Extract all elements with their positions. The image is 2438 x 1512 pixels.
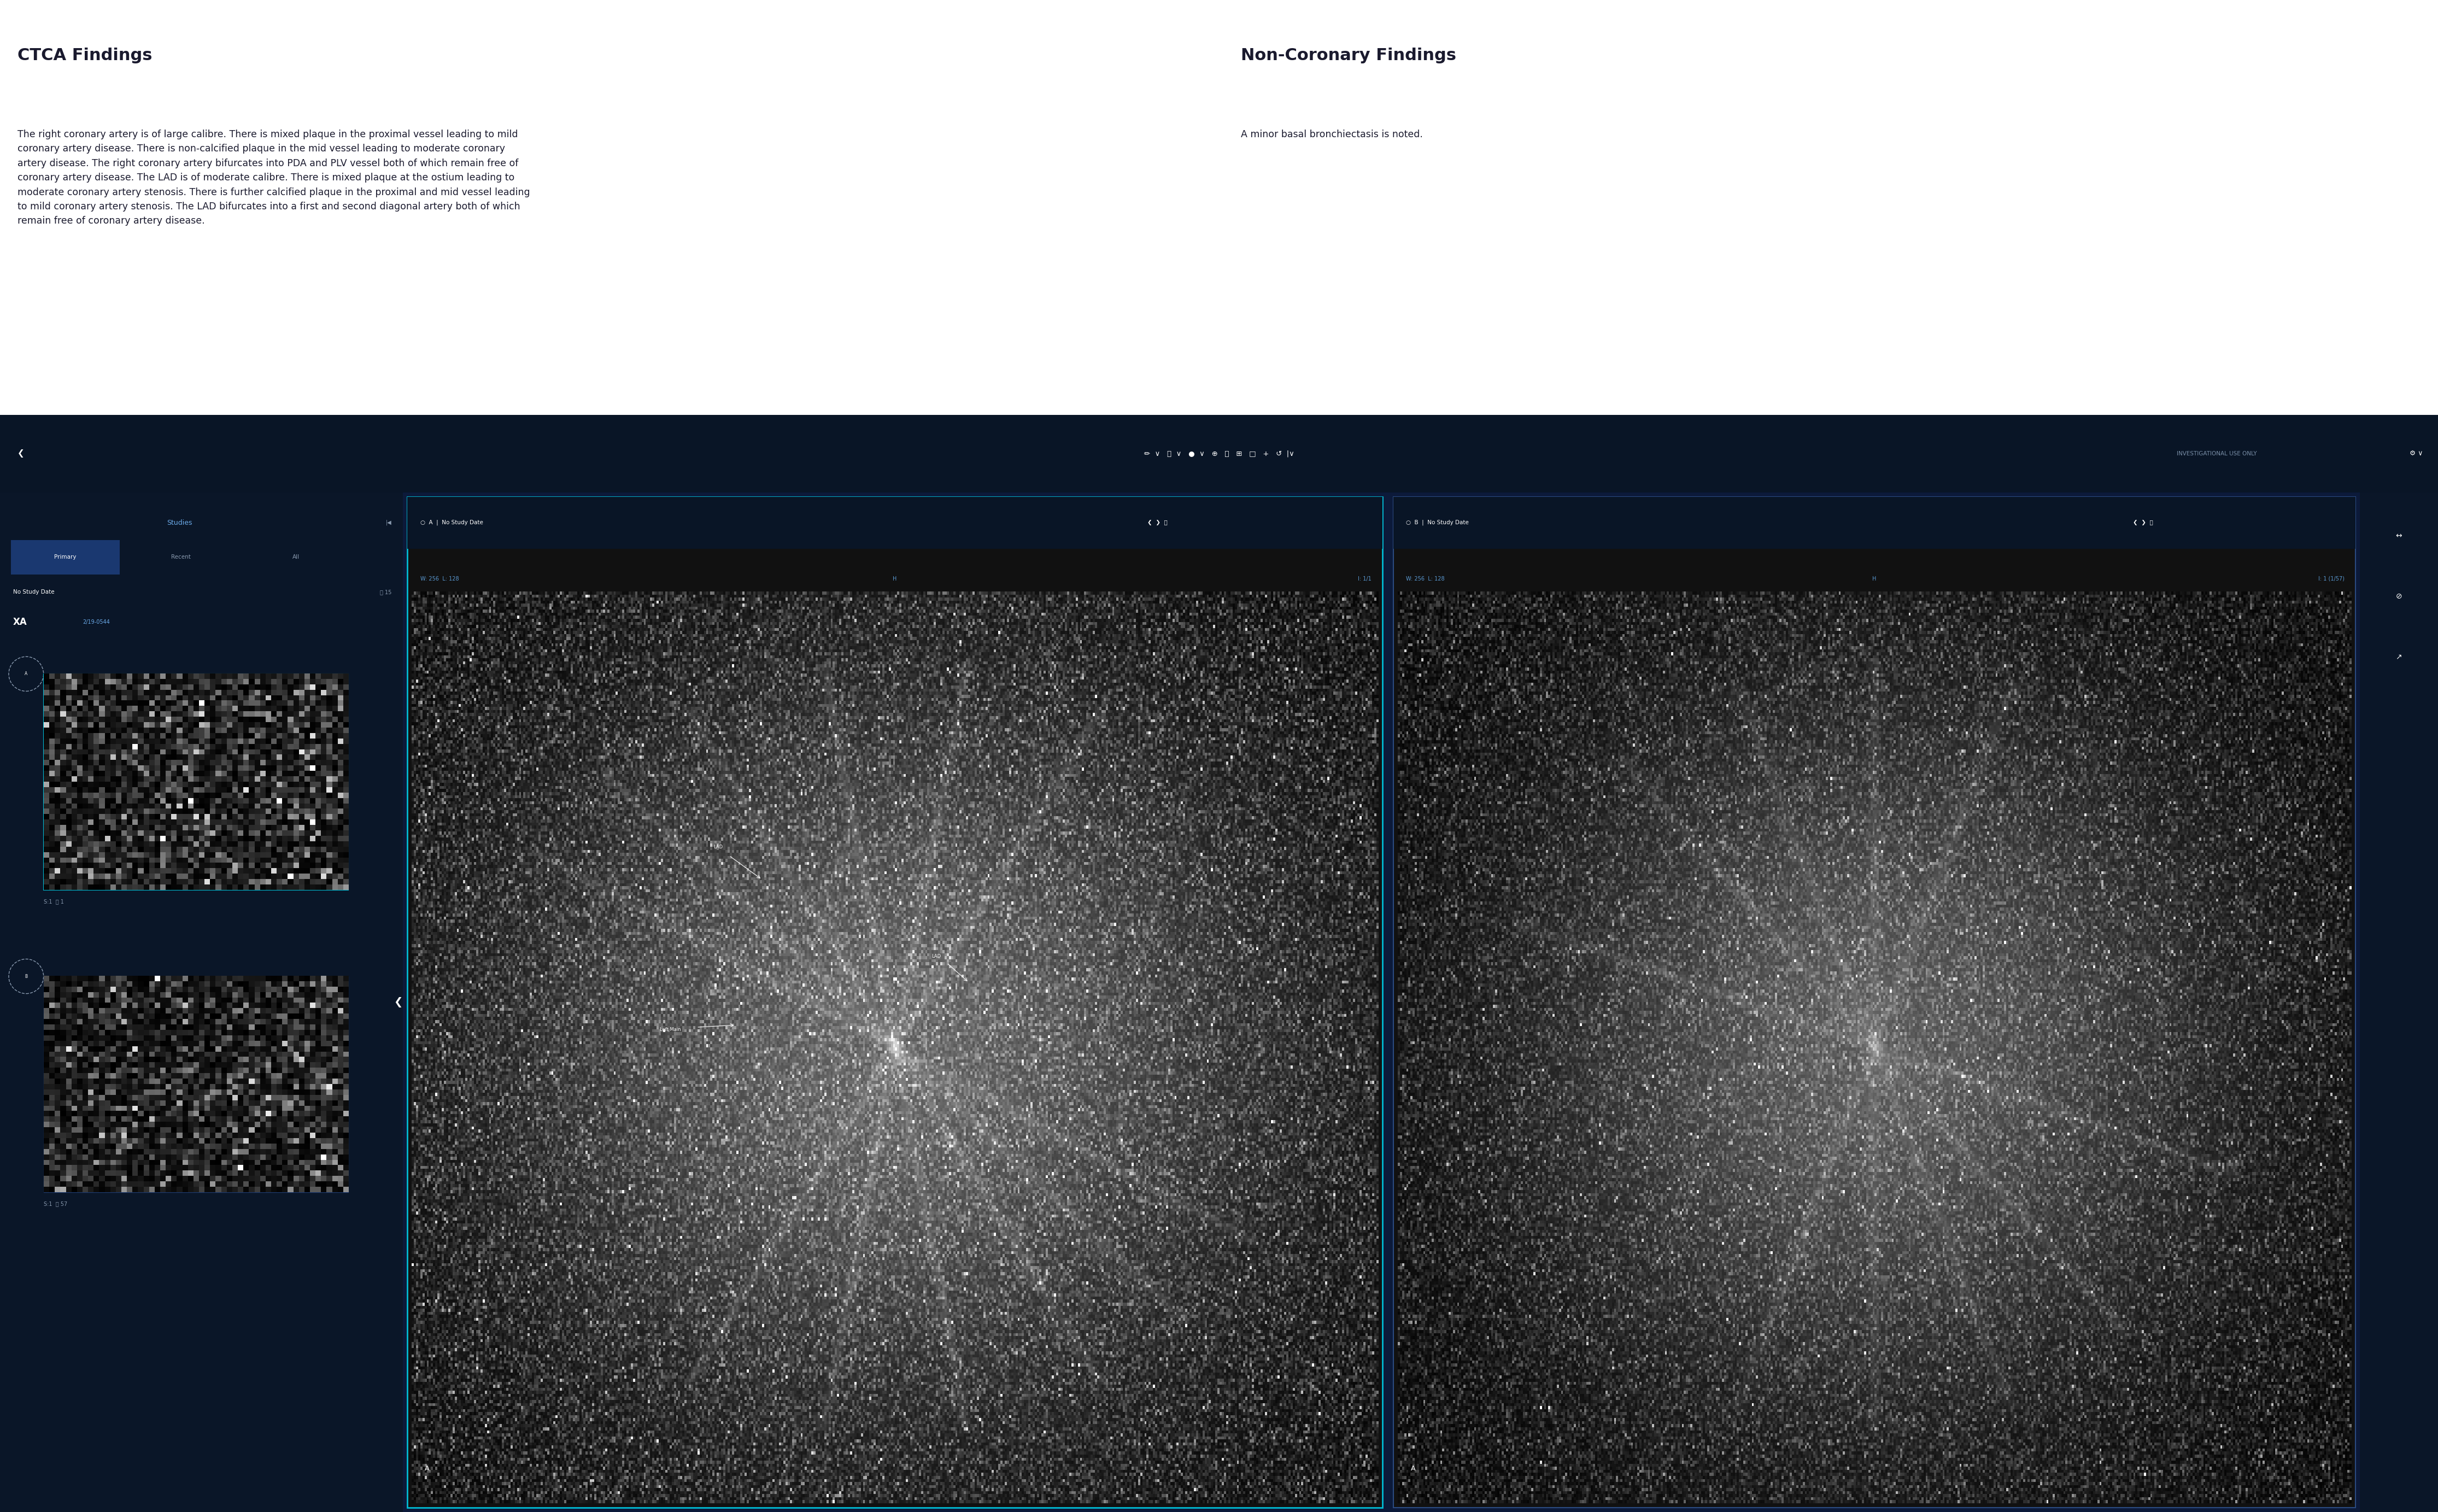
Text: 2/19-0544: 2/19-0544	[83, 620, 110, 624]
Text: LAD: LAD	[714, 845, 724, 850]
Text: Primary: Primary	[54, 555, 76, 559]
Text: ❮: ❮	[395, 996, 402, 1007]
Text: ❮  ❯  ⓘ: ❮ ❯ ⓘ	[2133, 520, 2153, 526]
Text: |◀: |◀	[385, 520, 393, 526]
Text: Studies: Studies	[166, 519, 193, 526]
Text: A minor basal bronchiectasis is noted.: A minor basal bronchiectasis is noted.	[1241, 130, 1424, 139]
Text: INVESTIGATIONAL USE ONLY: INVESTIGATIONAL USE ONLY	[2177, 451, 2258, 457]
Text: ○  B  |  No Study Date: ○ B | No Study Date	[1407, 520, 1470, 526]
Bar	[44, 674, 349, 891]
Text: ↗: ↗	[2397, 653, 2401, 661]
Text: A: A	[24, 671, 27, 676]
Text: A: A	[424, 1465, 429, 1473]
Text: W: 256  L: 128: W: 256 L: 128	[1407, 576, 1446, 582]
Text: I: 1 (1/57): I: 1 (1/57)	[2319, 576, 2345, 582]
Bar	[0, 493, 402, 1512]
Text: CTCA Findings: CTCA Findings	[17, 47, 151, 64]
Text: I: 1/1: I: 1/1	[1358, 576, 1370, 582]
Text: B: B	[24, 974, 27, 978]
Text: ⊘: ⊘	[2397, 593, 2401, 600]
Text: ○  A  |  No Study Date: ○ A | No Study Date	[419, 520, 483, 526]
Text: H: H	[1872, 576, 1877, 582]
Bar	[44, 977, 349, 1193]
Text: ✏  ∨   ⌕  ∨   ●  ∨   ⊕   📷   ⊞   □   +   ↺  |∨: ✏ ∨ ⌕ ∨ ● ∨ ⊕ 📷 ⊞ □ + ↺ |∨	[1143, 451, 1295, 457]
Text: A: A	[1412, 1465, 1414, 1473]
Text: H: H	[892, 576, 897, 582]
Text: ❮  ❯  ⓘ: ❮ ❯ ⓘ	[1148, 520, 1168, 526]
Text: Non-Coronary Findings: Non-Coronary Findings	[1241, 47, 1455, 64]
Text: All: All	[293, 555, 300, 559]
Text: No Study Date: No Study Date	[12, 590, 54, 594]
Text: XA: XA	[12, 617, 27, 627]
Bar	[407, 497, 1382, 549]
Bar	[1392, 497, 2355, 549]
Bar	[0, 414, 2438, 1512]
Text: S:1  ⧉ 1: S:1 ⧉ 1	[44, 898, 63, 904]
Bar	[0, 414, 2438, 493]
Bar	[10, 540, 119, 575]
Bar	[2360, 493, 2438, 1512]
Text: Left Main: Left Main	[661, 1027, 680, 1031]
Text: ↔: ↔	[2397, 532, 2401, 540]
Text: Recent: Recent	[171, 555, 190, 559]
Text: ⚙ ∨: ⚙ ∨	[2409, 451, 2423, 457]
Text: ❮: ❮	[17, 449, 24, 458]
Bar	[1392, 497, 2355, 1507]
Text: ⧉ 15: ⧉ 15	[380, 590, 393, 594]
Text: S:1  ⧉ 57: S:1 ⧉ 57	[44, 1201, 68, 1207]
Text: W: 256  L: 128: W: 256 L: 128	[419, 576, 458, 582]
Text: The right coronary artery is of large calibre. There is mixed plaque in the prox: The right coronary artery is of large ca…	[17, 130, 529, 225]
Bar	[407, 497, 1382, 1507]
Text: LAD: LAD	[931, 954, 941, 959]
